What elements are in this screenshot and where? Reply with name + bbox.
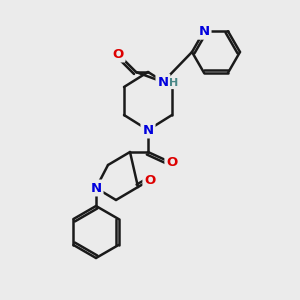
Text: N: N bbox=[158, 76, 169, 88]
Text: O: O bbox=[144, 173, 156, 187]
Text: H: H bbox=[169, 78, 178, 88]
Text: N: N bbox=[198, 25, 210, 38]
Text: O: O bbox=[167, 157, 178, 169]
Text: O: O bbox=[112, 47, 124, 61]
Text: N: N bbox=[142, 124, 154, 136]
Text: N: N bbox=[90, 182, 102, 194]
